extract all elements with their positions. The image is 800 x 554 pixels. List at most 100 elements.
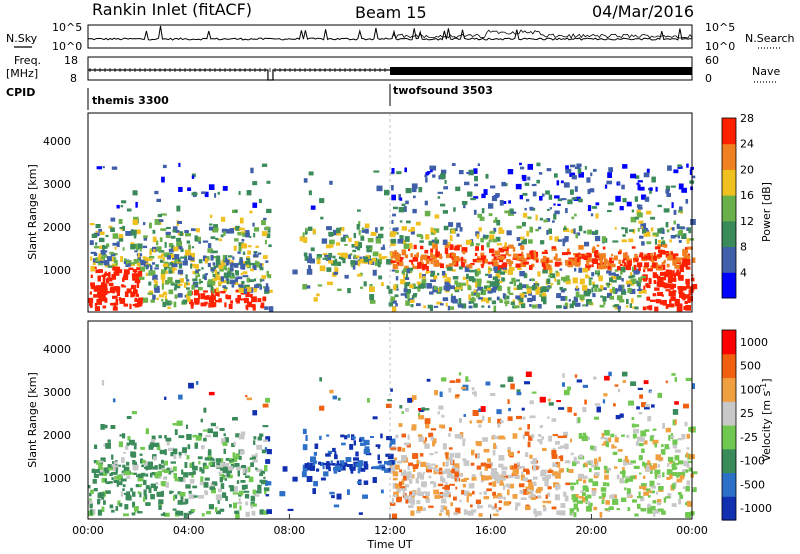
- data-cell: [432, 174, 436, 178]
- data-cell: [158, 499, 164, 505]
- data-cell: [250, 167, 254, 174]
- data-cell: [310, 456, 316, 463]
- data-cell: [625, 478, 630, 482]
- data-cell: [435, 468, 439, 473]
- data-cell: [266, 233, 271, 239]
- data-cell: [439, 391, 443, 397]
- data-cell: [545, 494, 548, 499]
- data-cell: [213, 431, 218, 438]
- data-cell: [369, 286, 375, 292]
- data-cell: [327, 281, 333, 286]
- data-cell: [449, 245, 454, 250]
- data-cell: [688, 293, 693, 296]
- data-cell: [157, 214, 162, 218]
- data-cell: [385, 453, 391, 457]
- data-cell: [206, 511, 211, 515]
- data-cell: [628, 275, 634, 278]
- data-cell: [654, 469, 661, 475]
- data-cell: [184, 258, 188, 261]
- data-cell: [89, 503, 93, 509]
- data-cell: [398, 207, 405, 213]
- data-cell: [690, 219, 696, 225]
- data-cell: [628, 476, 634, 482]
- data-cell: [203, 407, 207, 413]
- data-cell: [366, 247, 372, 253]
- data-cell: [638, 412, 643, 415]
- data-cell: [517, 466, 521, 470]
- data-cell: [150, 472, 153, 478]
- data-cell: [137, 491, 141, 494]
- data-cell: [433, 228, 440, 233]
- velocity-ytick-1000: 1000: [43, 472, 71, 485]
- data-cell: [222, 492, 227, 498]
- data-cell: [241, 280, 245, 285]
- data-cell: [345, 457, 352, 462]
- data-cell: [481, 415, 485, 421]
- data-cell: [117, 500, 121, 506]
- data-cell: [629, 229, 634, 232]
- data-cell: [530, 490, 534, 495]
- data-cell: [245, 395, 248, 398]
- data-cell: [639, 394, 643, 399]
- data-cell: [439, 286, 443, 291]
- data-cell: [264, 465, 268, 472]
- data-cell: [676, 269, 680, 273]
- data-cell: [556, 279, 561, 285]
- data-cell: [575, 260, 581, 266]
- data-cell: [310, 465, 315, 471]
- data-cell: [644, 253, 647, 257]
- data-cell: [238, 261, 244, 266]
- data-cell: [404, 265, 409, 270]
- data-cell: [316, 293, 320, 297]
- data-cell: [115, 299, 119, 304]
- data-cell: [182, 447, 187, 453]
- data-cell: [691, 487, 697, 493]
- data-cell: [251, 303, 256, 308]
- data-cell: [588, 478, 593, 483]
- data-cell: [524, 381, 530, 385]
- data-cell: [609, 277, 613, 282]
- data-cell: [610, 276, 617, 280]
- data-cell: [261, 163, 268, 167]
- data-cell: [541, 292, 546, 298]
- data-cell: [652, 259, 655, 265]
- colorbar-tick-label: -100: [740, 455, 765, 468]
- data-cell: [524, 182, 530, 186]
- data-cell: [656, 281, 660, 287]
- data-cell: [554, 195, 560, 199]
- data-cell: [337, 252, 343, 256]
- data-cell: [601, 492, 606, 496]
- data-cell: [498, 507, 502, 510]
- data-cell: [160, 213, 167, 216]
- data-cell: [446, 266, 453, 271]
- data-cell: [518, 300, 524, 305]
- data-cell: [522, 434, 525, 440]
- data-cell: [267, 274, 272, 279]
- data-cell: [599, 304, 605, 308]
- data-cell: [574, 374, 578, 378]
- data-cell: [508, 451, 514, 456]
- data-cell: [638, 288, 642, 294]
- data-cell: [533, 481, 537, 486]
- data-cell: [617, 458, 623, 462]
- data-cell: [480, 462, 487, 467]
- data-cell: [443, 506, 448, 510]
- data-cell: [309, 462, 313, 467]
- data-cell: [209, 223, 213, 226]
- data-cell: [649, 465, 656, 470]
- data-cell: [233, 502, 237, 509]
- data-cell: [440, 203, 446, 207]
- data-cell: [173, 473, 177, 479]
- data-cell: [376, 185, 383, 192]
- data-cell: [571, 197, 578, 200]
- data-cell: [140, 446, 145, 450]
- data-cell: [554, 278, 557, 282]
- data-cell: [512, 247, 516, 252]
- data-cell: [462, 441, 465, 447]
- data-cell: [478, 227, 482, 232]
- data-cell: [668, 255, 672, 261]
- data-cell: [672, 253, 679, 257]
- data-cell: [210, 267, 213, 269]
- data-cell: [196, 236, 201, 242]
- data-cell: [131, 291, 136, 297]
